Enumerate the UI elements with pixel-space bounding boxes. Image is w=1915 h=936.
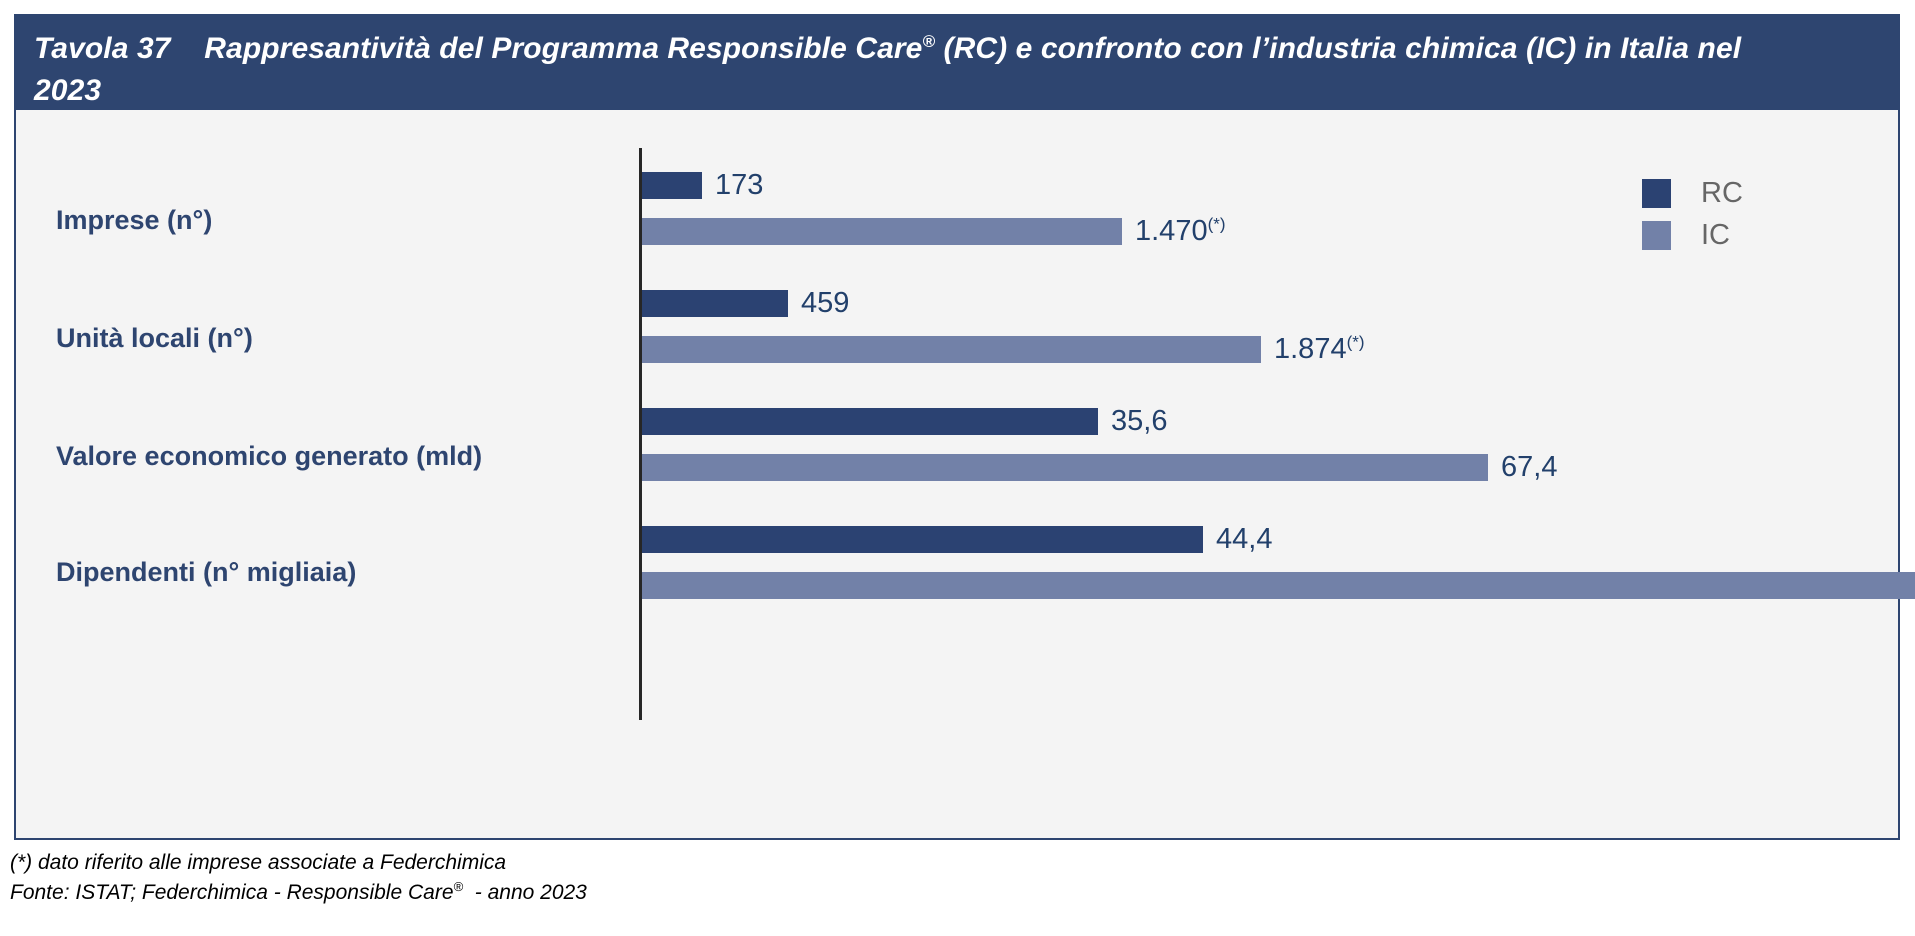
legend-item-rc[interactable]: RC bbox=[1642, 172, 1743, 214]
bar-value-label: 35,6 bbox=[1111, 405, 1168, 437]
bar-rc bbox=[642, 172, 702, 199]
bar-value-label: 67,4 bbox=[1501, 451, 1558, 483]
title-bar: Tavola 37 Rappresantività del Programma … bbox=[14, 14, 1900, 110]
footnote-source: Fonte: ISTAT; Federchimica - Responsible… bbox=[10, 878, 1510, 908]
legend-label-rc: RC bbox=[1701, 176, 1743, 209]
bar-rc bbox=[642, 408, 1098, 435]
footnotes: (*) dato riferito alle imprese associate… bbox=[10, 848, 1510, 908]
page-title: Tavola 37 Rappresantività del Programma … bbox=[34, 32, 1742, 107]
bar-value-label: 1.470(*) bbox=[1135, 214, 1226, 247]
legend-item-ic[interactable]: IC bbox=[1642, 214, 1743, 256]
bar-value-label: 44,4 bbox=[1216, 523, 1273, 555]
bar-value-label: 173 bbox=[715, 169, 764, 201]
legend-swatch-ic-icon bbox=[1642, 220, 1671, 250]
chart-panel: Imprese (n°) Unità locali (n°) Valore ec… bbox=[14, 110, 1915, 840]
bar-ic bbox=[642, 336, 1261, 363]
category-label: Dipendenti (n° migliaia) bbox=[56, 557, 357, 587]
footnote-source-text: Fonte: ISTAT; Federchimica - Responsible… bbox=[10, 879, 587, 904]
bar-value-label: 459 bbox=[801, 287, 850, 319]
category-label: Valore economico generato (mld) bbox=[56, 441, 483, 471]
bar-ic bbox=[642, 454, 1488, 481]
legend: RC IC bbox=[1642, 172, 1743, 256]
bar-value-label: 1.874(*) bbox=[1274, 332, 1365, 365]
plot-area: Imprese (n°) Unità locali (n°) Valore ec… bbox=[16, 110, 1915, 838]
bar-ic bbox=[642, 218, 1122, 245]
bar-rc bbox=[642, 290, 788, 317]
value-axis-line bbox=[639, 148, 642, 720]
category-label: Imprese (n°) bbox=[56, 205, 213, 235]
bar-rc bbox=[642, 526, 1203, 553]
legend-swatch-rc-icon bbox=[1642, 178, 1671, 208]
footnote-asterisk: (*) dato riferito alle imprese associate… bbox=[10, 851, 507, 874]
bar-ic bbox=[642, 572, 1915, 599]
legend-label-ic: IC bbox=[1701, 218, 1730, 251]
category-label: Unità locali (n°) bbox=[56, 323, 253, 353]
